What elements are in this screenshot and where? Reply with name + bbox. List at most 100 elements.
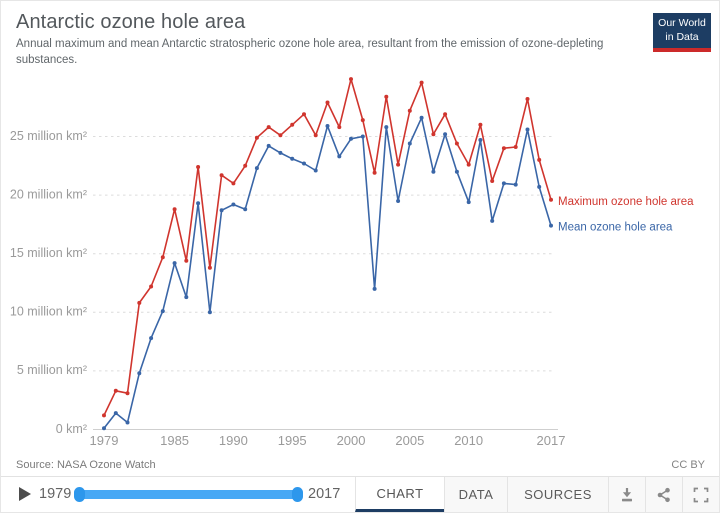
data-point-maximum-ozone-hole-area[interactable]	[360, 118, 365, 123]
data-point-maximum-ozone-hole-area[interactable]	[231, 181, 236, 186]
data-point-mean-ozone-hole-area[interactable]	[337, 154, 342, 159]
data-point-mean-ozone-hole-area[interactable]	[231, 202, 236, 207]
y-tick-label: 10 million km²	[10, 305, 87, 319]
data-point-maximum-ozone-hole-area[interactable]	[102, 413, 106, 418]
data-point-maximum-ozone-hole-area[interactable]	[337, 125, 342, 130]
data-point-maximum-ozone-hole-area[interactable]	[396, 162, 401, 167]
data-point-mean-ozone-hole-area[interactable]	[537, 184, 542, 189]
owid-logo[interactable]: Our World in Data	[653, 13, 711, 53]
tab-data[interactable]: DATA	[444, 477, 507, 512]
data-point-mean-ozone-hole-area[interactable]	[207, 310, 212, 315]
data-point-maximum-ozone-hole-area[interactable]	[266, 125, 271, 130]
data-point-maximum-ozone-hole-area[interactable]	[219, 173, 224, 178]
data-point-mean-ozone-hole-area[interactable]	[290, 156, 295, 161]
data-point-maximum-ozone-hole-area[interactable]	[302, 112, 306, 117]
data-point-maximum-ozone-hole-area[interactable]	[549, 197, 553, 202]
data-point-mean-ozone-hole-area[interactable]	[384, 125, 389, 130]
tab-sources[interactable]: SOURCES	[507, 477, 608, 512]
data-point-mean-ozone-hole-area[interactable]	[525, 127, 530, 132]
owid-logo-line2: in Data	[665, 30, 699, 43]
play-button[interactable]	[19, 487, 33, 502]
data-point-mean-ozone-hole-area[interactable]	[431, 169, 436, 174]
data-point-mean-ozone-hole-area[interactable]	[266, 143, 271, 148]
data-point-mean-ozone-hole-area[interactable]	[113, 411, 118, 416]
data-point-maximum-ozone-hole-area[interactable]	[196, 165, 201, 169]
data-point-mean-ozone-hole-area[interactable]	[407, 141, 412, 146]
play-icon	[19, 487, 31, 501]
line-chart[interactable]: 0 km² 5 million km² 10 million km² 15 milli…	[1, 61, 720, 453]
data-point-maximum-ozone-hole-area[interactable]	[349, 77, 353, 82]
data-point-mean-ozone-hole-area[interactable]	[501, 181, 506, 186]
data-point-maximum-ozone-hole-area[interactable]	[431, 132, 436, 137]
data-point-mean-ozone-hole-area[interactable]	[278, 150, 283, 155]
data-point-maximum-ozone-hole-area[interactable]	[184, 258, 189, 263]
y-tick-label: 20 million km²	[10, 187, 87, 201]
license-text[interactable]: CC BY	[671, 459, 705, 471]
data-point-mean-ozone-hole-area[interactable]	[196, 201, 201, 206]
data-point-maximum-ozone-hole-area[interactable]	[313, 133, 318, 138]
data-point-mean-ozone-hole-area[interactable]	[102, 426, 106, 431]
data-point-maximum-ozone-hole-area[interactable]	[478, 122, 483, 127]
data-point-maximum-ozone-hole-area[interactable]	[513, 145, 518, 149]
data-point-mean-ozone-hole-area[interactable]	[325, 124, 330, 128]
data-point-mean-ozone-hole-area[interactable]	[372, 286, 377, 291]
data-point-mean-ozone-hole-area[interactable]	[549, 223, 553, 228]
series-label-mean-ozone-hole-area: Mean ozone hole area	[558, 222, 673, 234]
data-point-mean-ozone-hole-area[interactable]	[396, 199, 401, 203]
data-point-maximum-ozone-hole-area[interactable]	[172, 207, 177, 212]
data-point-maximum-ozone-hole-area[interactable]	[537, 157, 542, 162]
data-point-maximum-ozone-hole-area[interactable]	[125, 391, 130, 396]
data-point-mean-ozone-hole-area[interactable]	[349, 136, 353, 141]
data-point-mean-ozone-hole-area[interactable]	[243, 207, 248, 212]
data-point-mean-ozone-hole-area[interactable]	[125, 420, 130, 425]
data-point-mean-ozone-hole-area[interactable]	[443, 132, 448, 137]
data-point-maximum-ozone-hole-area[interactable]	[278, 133, 283, 138]
data-point-maximum-ozone-hole-area[interactable]	[113, 388, 118, 393]
data-point-maximum-ozone-hole-area[interactable]	[443, 112, 448, 117]
data-point-mean-ozone-hole-area[interactable]	[454, 169, 459, 174]
y-tick-label: 25 million km²	[10, 129, 87, 143]
data-point-mean-ozone-hole-area[interactable]	[313, 168, 318, 173]
tab-chart[interactable]: CHART	[355, 477, 444, 512]
data-point-maximum-ozone-hole-area[interactable]	[501, 146, 506, 151]
x-tick-label: 1979	[90, 433, 119, 448]
data-point-maximum-ozone-hole-area[interactable]	[254, 135, 259, 140]
data-point-mean-ozone-hole-area[interactable]	[160, 309, 165, 314]
data-point-maximum-ozone-hole-area[interactable]	[243, 163, 248, 168]
data-point-maximum-ozone-hole-area[interactable]	[325, 100, 330, 105]
data-point-mean-ozone-hole-area[interactable]	[513, 182, 518, 187]
slider-handle-start[interactable]	[74, 487, 85, 502]
data-point-mean-ozone-hole-area[interactable]	[478, 138, 483, 142]
timeline-slider[interactable]	[74, 487, 303, 502]
data-point-maximum-ozone-hole-area[interactable]	[407, 108, 412, 113]
data-point-mean-ozone-hole-area[interactable]	[137, 371, 142, 376]
data-point-mean-ozone-hole-area[interactable]	[219, 208, 224, 213]
fullscreen-button[interactable]	[682, 477, 719, 512]
data-point-maximum-ozone-hole-area[interactable]	[466, 162, 471, 167]
data-point-mean-ozone-hole-area[interactable]	[490, 218, 495, 223]
data-point-mean-ozone-hole-area[interactable]	[360, 134, 365, 139]
download-button[interactable]	[608, 477, 645, 512]
slider-handle-end[interactable]	[292, 487, 303, 502]
data-point-maximum-ozone-hole-area[interactable]	[525, 97, 530, 101]
data-point-mean-ozone-hole-area[interactable]	[302, 161, 306, 166]
data-point-mean-ozone-hole-area[interactable]	[149, 336, 154, 341]
data-point-mean-ozone-hole-area[interactable]	[172, 261, 177, 266]
data-point-maximum-ozone-hole-area[interactable]	[137, 300, 142, 305]
series-label-maximum-ozone-hole-area: Maximum ozone hole area	[558, 196, 694, 208]
data-point-mean-ozone-hole-area[interactable]	[184, 295, 189, 300]
data-point-maximum-ozone-hole-area[interactable]	[290, 122, 295, 127]
share-button[interactable]	[645, 477, 682, 512]
data-point-mean-ozone-hole-area[interactable]	[466, 200, 471, 205]
data-point-maximum-ozone-hole-area[interactable]	[419, 80, 424, 85]
data-point-mean-ozone-hole-area[interactable]	[419, 115, 424, 120]
data-point-maximum-ozone-hole-area[interactable]	[207, 265, 212, 270]
data-point-mean-ozone-hole-area[interactable]	[254, 166, 259, 171]
data-point-maximum-ozone-hole-area[interactable]	[384, 94, 389, 99]
data-point-maximum-ozone-hole-area[interactable]	[160, 255, 165, 260]
data-point-maximum-ozone-hole-area[interactable]	[149, 284, 154, 289]
data-point-maximum-ozone-hole-area[interactable]	[454, 141, 459, 146]
data-point-maximum-ozone-hole-area[interactable]	[372, 170, 377, 175]
timeline-start-year: 1979	[39, 486, 72, 502]
data-point-maximum-ozone-hole-area[interactable]	[490, 179, 495, 183]
